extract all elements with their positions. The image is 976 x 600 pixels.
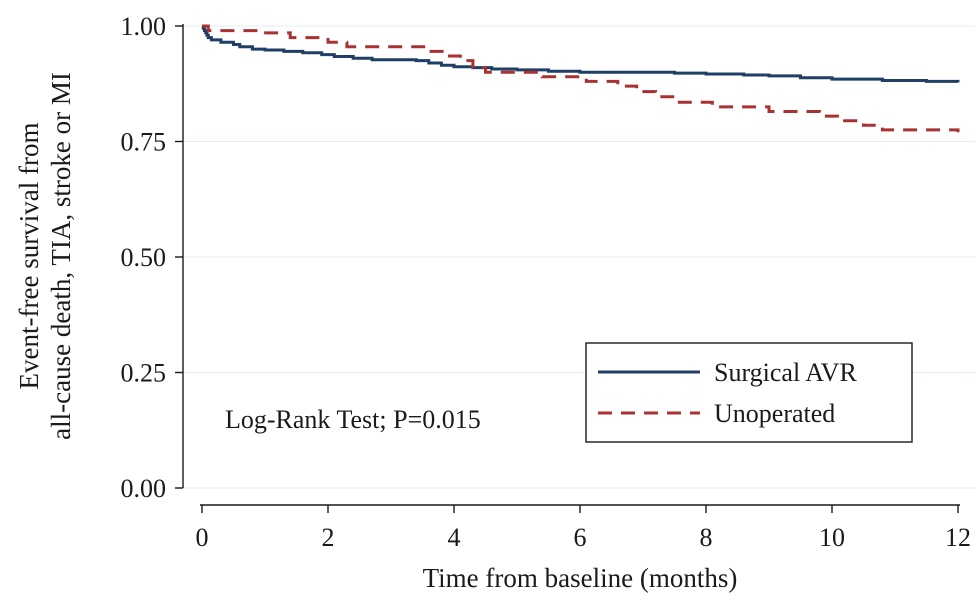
series-line-unoperated: [202, 24, 960, 133]
log-rank-annotation: Log-Rank Test; P=0.015: [225, 405, 481, 434]
series-line-surgical-avr: [201, 24, 960, 83]
y-tick-label-3: 0.75: [121, 128, 167, 157]
legend-label-surgical-avr: Surgical AVR: [714, 358, 857, 387]
x-tick-label-4: 8: [700, 523, 713, 552]
y-tick-label-0: 0.00: [121, 474, 167, 503]
y-tick-label-2: 0.50: [121, 243, 167, 272]
series-lines: [201, 24, 960, 133]
y-axis-label-line-1: Event-free survival from: [14, 123, 44, 390]
x-tick-label-1: 2: [322, 523, 335, 552]
legend-label-unoperated: Unoperated: [714, 399, 835, 428]
y-axis-label-line-2: all-cause death, TIA, stroke or MI: [46, 72, 76, 440]
x-tick-label-2: 4: [448, 523, 461, 552]
x-tick-label-5: 10: [819, 523, 845, 552]
x-tick-label-0: 0: [196, 523, 209, 552]
legend: Surgical AVR Unoperated: [585, 342, 913, 443]
tick-marks: 0.00 0.25 0.50 0.75 1.00 0 2 4 6 8 10 12: [121, 12, 972, 552]
x-axis-label: Time from baseline (months): [423, 563, 738, 593]
x-tick-label-6: 12: [945, 523, 971, 552]
y-tick-label-4: 1.00: [121, 12, 167, 41]
legend-box: [585, 342, 913, 443]
y-tick-label-1: 0.25: [121, 359, 167, 388]
x-tick-label-3: 6: [574, 523, 587, 552]
